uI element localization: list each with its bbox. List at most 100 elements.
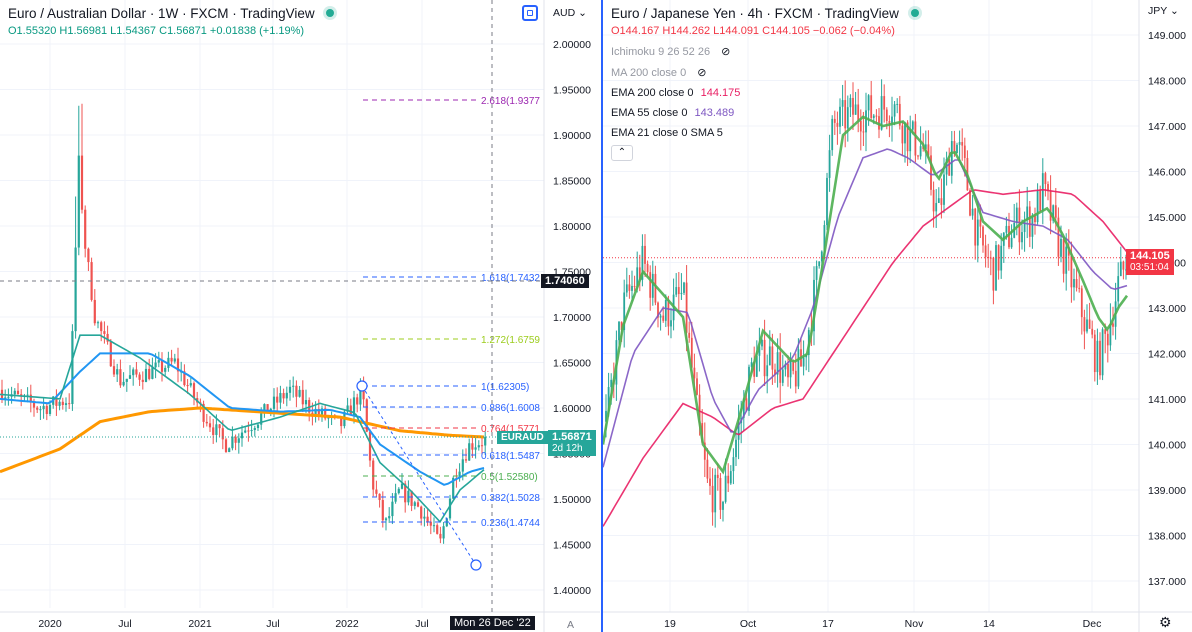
- candle-body: [706, 459, 709, 479]
- indicator-ma200[interactable]: MA 200 close 0 ⊘: [611, 66, 919, 79]
- candle-body: [833, 118, 836, 123]
- candle-body: [436, 525, 439, 534]
- fib-anchor-handle[interactable]: [470, 559, 482, 571]
- candle-body: [32, 402, 36, 408]
- candle-body: [1023, 220, 1026, 233]
- euraud-chart-canvas[interactable]: 2.000001.950001.900001.850001.800001.750…: [0, 0, 600, 632]
- x-tick-label: Dec: [1083, 618, 1102, 630]
- candle-body: [471, 443, 474, 450]
- candle-body: [410, 490, 413, 506]
- eurjpy-legend: Euro / Japanese Yen · 4h · FXCM · Tradin…: [611, 6, 919, 161]
- candle-body: [631, 285, 633, 291]
- eurjpy-title[interactable]: Euro / Japanese Yen · 4h · FXCM · Tradin…: [611, 6, 899, 21]
- candle-body: [688, 332, 691, 338]
- candle-body: [742, 398, 745, 418]
- indicator-value: 143.489: [694, 107, 735, 119]
- y-tick-label: 1.60000: [553, 403, 591, 415]
- candle-body: [394, 493, 397, 502]
- ema200-line: [603, 188, 1128, 527]
- candle-body: [930, 155, 932, 190]
- candle-body: [815, 266, 818, 280]
- candle-body: [898, 103, 901, 126]
- candle-body: [729, 471, 732, 484]
- candle-body: [644, 245, 646, 264]
- indicator-ichimoku[interactable]: Ichimoku 9 26 52 26 ⊘: [611, 45, 919, 58]
- bar-countdown: 2d 12h: [552, 443, 583, 454]
- candle-body: [359, 384, 362, 405]
- candle-body: [1112, 323, 1114, 327]
- candle-body: [125, 378, 128, 382]
- candle-body: [1073, 278, 1075, 288]
- candle-body: [911, 121, 914, 130]
- y-tick-label: 1.45000: [553, 540, 591, 552]
- candle-body: [976, 219, 979, 246]
- candle-body: [384, 518, 388, 521]
- candle-body: [464, 459, 468, 461]
- ohlc-change: −0.062 (−0.04%): [812, 25, 895, 37]
- candle-body: [314, 408, 317, 417]
- candle-body: [372, 460, 375, 490]
- candle-body: [1036, 190, 1039, 223]
- candle-body: [1125, 269, 1127, 271]
- indicator-ema55[interactable]: EMA 55 close 0 143.489: [611, 107, 919, 119]
- candle-body: [862, 131, 865, 133]
- candle-body: [958, 142, 961, 145]
- candle-body: [620, 321, 623, 331]
- candle-body: [763, 339, 766, 377]
- fib-level-label: 1(1.62305): [481, 382, 529, 393]
- candle-body: [880, 96, 883, 130]
- currency-selector[interactable]: AUD ⌄: [553, 7, 587, 19]
- candle-body: [218, 424, 221, 429]
- y-tick-label: 149.000: [1148, 30, 1186, 42]
- candle-body: [144, 368, 148, 382]
- candle-body: [1031, 215, 1034, 237]
- candle-body: [664, 299, 667, 321]
- euraud-chart-pane[interactable]: 2.00000 1.95000 1.90000 1.85000 1.80000 1.750…: [0, 0, 600, 632]
- x-tick-label: 14: [983, 618, 995, 630]
- ohlc-change: +0.01838 (+1.19%): [209, 25, 305, 37]
- indicator-value: 144.175: [700, 87, 741, 99]
- ma-blue-line: [0, 352, 485, 486]
- euraud-title[interactable]: Euro / Australian Dollar · 1W · FXCM · T…: [8, 6, 315, 21]
- candle-body: [690, 337, 693, 368]
- candle-body: [610, 379, 613, 388]
- eurjpy-ohlc: O144.167 H144.262 L144.091 C144.105 −0.0…: [611, 25, 919, 37]
- candle-body: [852, 97, 854, 115]
- y-tick-label: 1.80000: [553, 221, 591, 233]
- market-status-icon[interactable]: [326, 9, 335, 17]
- candle-body: [1075, 278, 1078, 288]
- collapse-legend-button[interactable]: ⌃: [611, 145, 633, 161]
- eye-hidden-icon[interactable]: ⊘: [721, 46, 731, 58]
- candle-body: [917, 155, 919, 157]
- eye-hidden-icon[interactable]: ⊘: [697, 67, 707, 79]
- settings-gear-icon[interactable]: ⚙: [1159, 614, 1172, 630]
- candle-body: [605, 410, 607, 422]
- candle-body: [703, 442, 706, 460]
- candle-body: [135, 369, 138, 375]
- fib-anchor-handle[interactable]: [356, 380, 368, 392]
- candle-body: [956, 144, 958, 154]
- y-tick-label: 139.000: [1148, 485, 1186, 497]
- candle-body: [1104, 329, 1107, 334]
- candle-body: [420, 506, 423, 519]
- candle-body: [240, 432, 244, 439]
- auto-scale-button[interactable]: A: [567, 619, 575, 631]
- candle-body: [368, 431, 372, 461]
- y-tick-label: 143.000: [1148, 303, 1186, 315]
- eurjpy-chart-pane[interactable]: 149.000148.000147.000146.000145.000144.0…: [601, 0, 1192, 632]
- market-status-icon[interactable]: [910, 9, 919, 17]
- candle-body: [1122, 261, 1125, 270]
- eurjpy-chart-canvas[interactable]: 149.000148.000147.000146.000145.000144.0…: [603, 0, 1192, 632]
- candle-body: [633, 285, 636, 287]
- candle-body: [13, 390, 16, 395]
- indicator-ema200[interactable]: EMA 200 close 0 144.175: [611, 87, 919, 99]
- currency-label: JPY: [1148, 5, 1168, 17]
- candle-body: [381, 500, 384, 521]
- indicator-ema21[interactable]: EMA 21 close 0 SMA 5: [611, 127, 919, 139]
- candle-body: [228, 448, 231, 453]
- maximize-icon[interactable]: [522, 5, 538, 21]
- y-tick-label: 1.95000: [553, 85, 591, 97]
- candle-body: [979, 219, 982, 227]
- candle-body: [818, 261, 821, 267]
- currency-selector[interactable]: JPY ⌄: [1148, 5, 1179, 17]
